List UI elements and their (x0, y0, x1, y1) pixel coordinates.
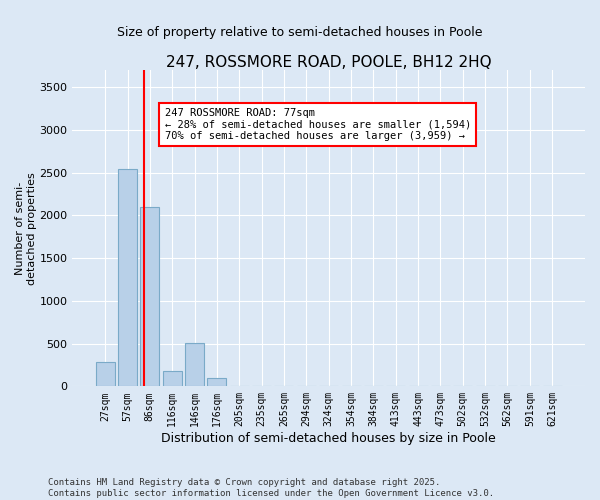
Bar (95, 362, 115, 386)
Text: Size of property relative to semi-detached houses in Poole: Size of property relative to semi-detach… (117, 26, 483, 39)
Y-axis label: Number of semi-
detached properties: Number of semi- detached properties (15, 172, 37, 284)
Bar (163, 371, 182, 386)
Text: Contains HM Land Registry data © Crown copyright and database right 2025.
Contai: Contains HM Land Registry data © Crown c… (48, 478, 494, 498)
Bar (208, 378, 226, 386)
Bar (118, 169, 137, 386)
Title: 247, ROSSMORE ROAD, POOLE, BH12 2HQ: 247, ROSSMORE ROAD, POOLE, BH12 2HQ (166, 55, 491, 70)
Bar (185, 342, 204, 386)
X-axis label: Distribution of semi-detached houses by size in Poole: Distribution of semi-detached houses by … (161, 432, 496, 445)
Bar (140, 207, 160, 386)
Text: 247 ROSSMORE ROAD: 77sqm
← 28% of semi-detached houses are smaller (1,594)
70% o: 247 ROSSMORE ROAD: 77sqm ← 28% of semi-d… (164, 108, 471, 141)
